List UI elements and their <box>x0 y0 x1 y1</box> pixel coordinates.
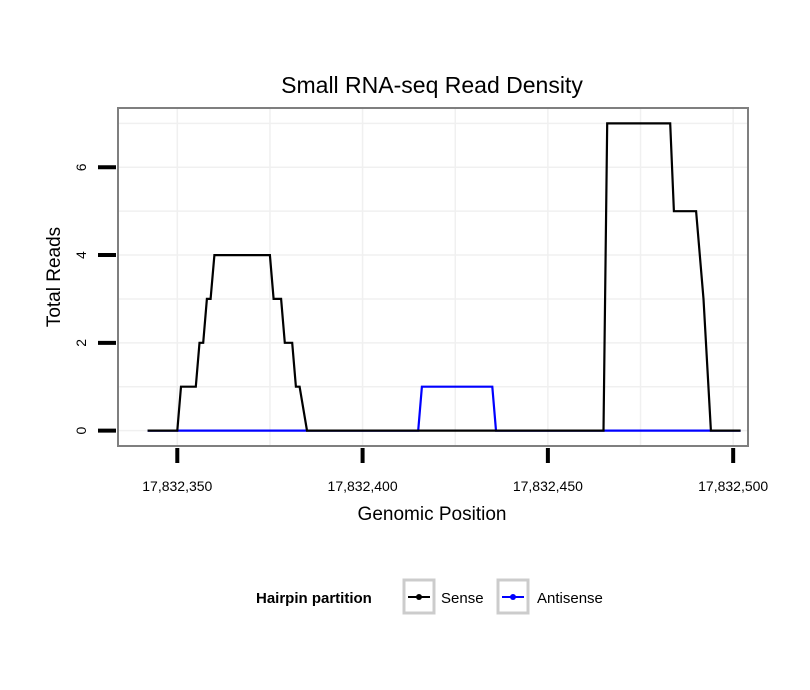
series-line-sense <box>147 122 741 432</box>
plot-border <box>117 107 749 447</box>
y-axis-title: Total Reads <box>44 227 65 327</box>
legend-item-sense: Sense <box>402 578 484 615</box>
x-tick-label: 17,832,350 <box>142 478 212 494</box>
x-tick-label: 17,832,500 <box>698 478 768 494</box>
y-tick-label: 2 <box>73 339 89 347</box>
plot-panel <box>117 107 749 447</box>
series-layer <box>147 122 741 432</box>
y-axis: 0 2 4 6 <box>73 163 116 434</box>
legend-label-antisense: Antisense <box>537 590 603 607</box>
legend: Hairpin partition Sense Antisense <box>256 578 603 615</box>
x-axis: 17,832,350 17,832,400 17,832,450 17,832,500 <box>142 448 768 494</box>
legend-dot-sense <box>416 594 422 600</box>
y-tick-label: 4 <box>73 251 89 259</box>
x-tick-label: 17,832,450 <box>513 478 583 494</box>
plot-background <box>118 108 748 446</box>
x-axis-title: Genomic Position <box>358 504 507 525</box>
chart-title: Small RNA-seq Read Density <box>281 72 583 98</box>
legend-title: Hairpin partition <box>256 590 372 607</box>
y-tick-label: 0 <box>73 426 89 434</box>
legend-item-antisense: Antisense <box>496 578 603 615</box>
y-tick-label: 6 <box>73 163 89 171</box>
legend-dot-antisense <box>510 594 516 600</box>
x-tick-label: 17,832,400 <box>328 478 398 494</box>
legend-label-sense: Sense <box>441 590 484 607</box>
